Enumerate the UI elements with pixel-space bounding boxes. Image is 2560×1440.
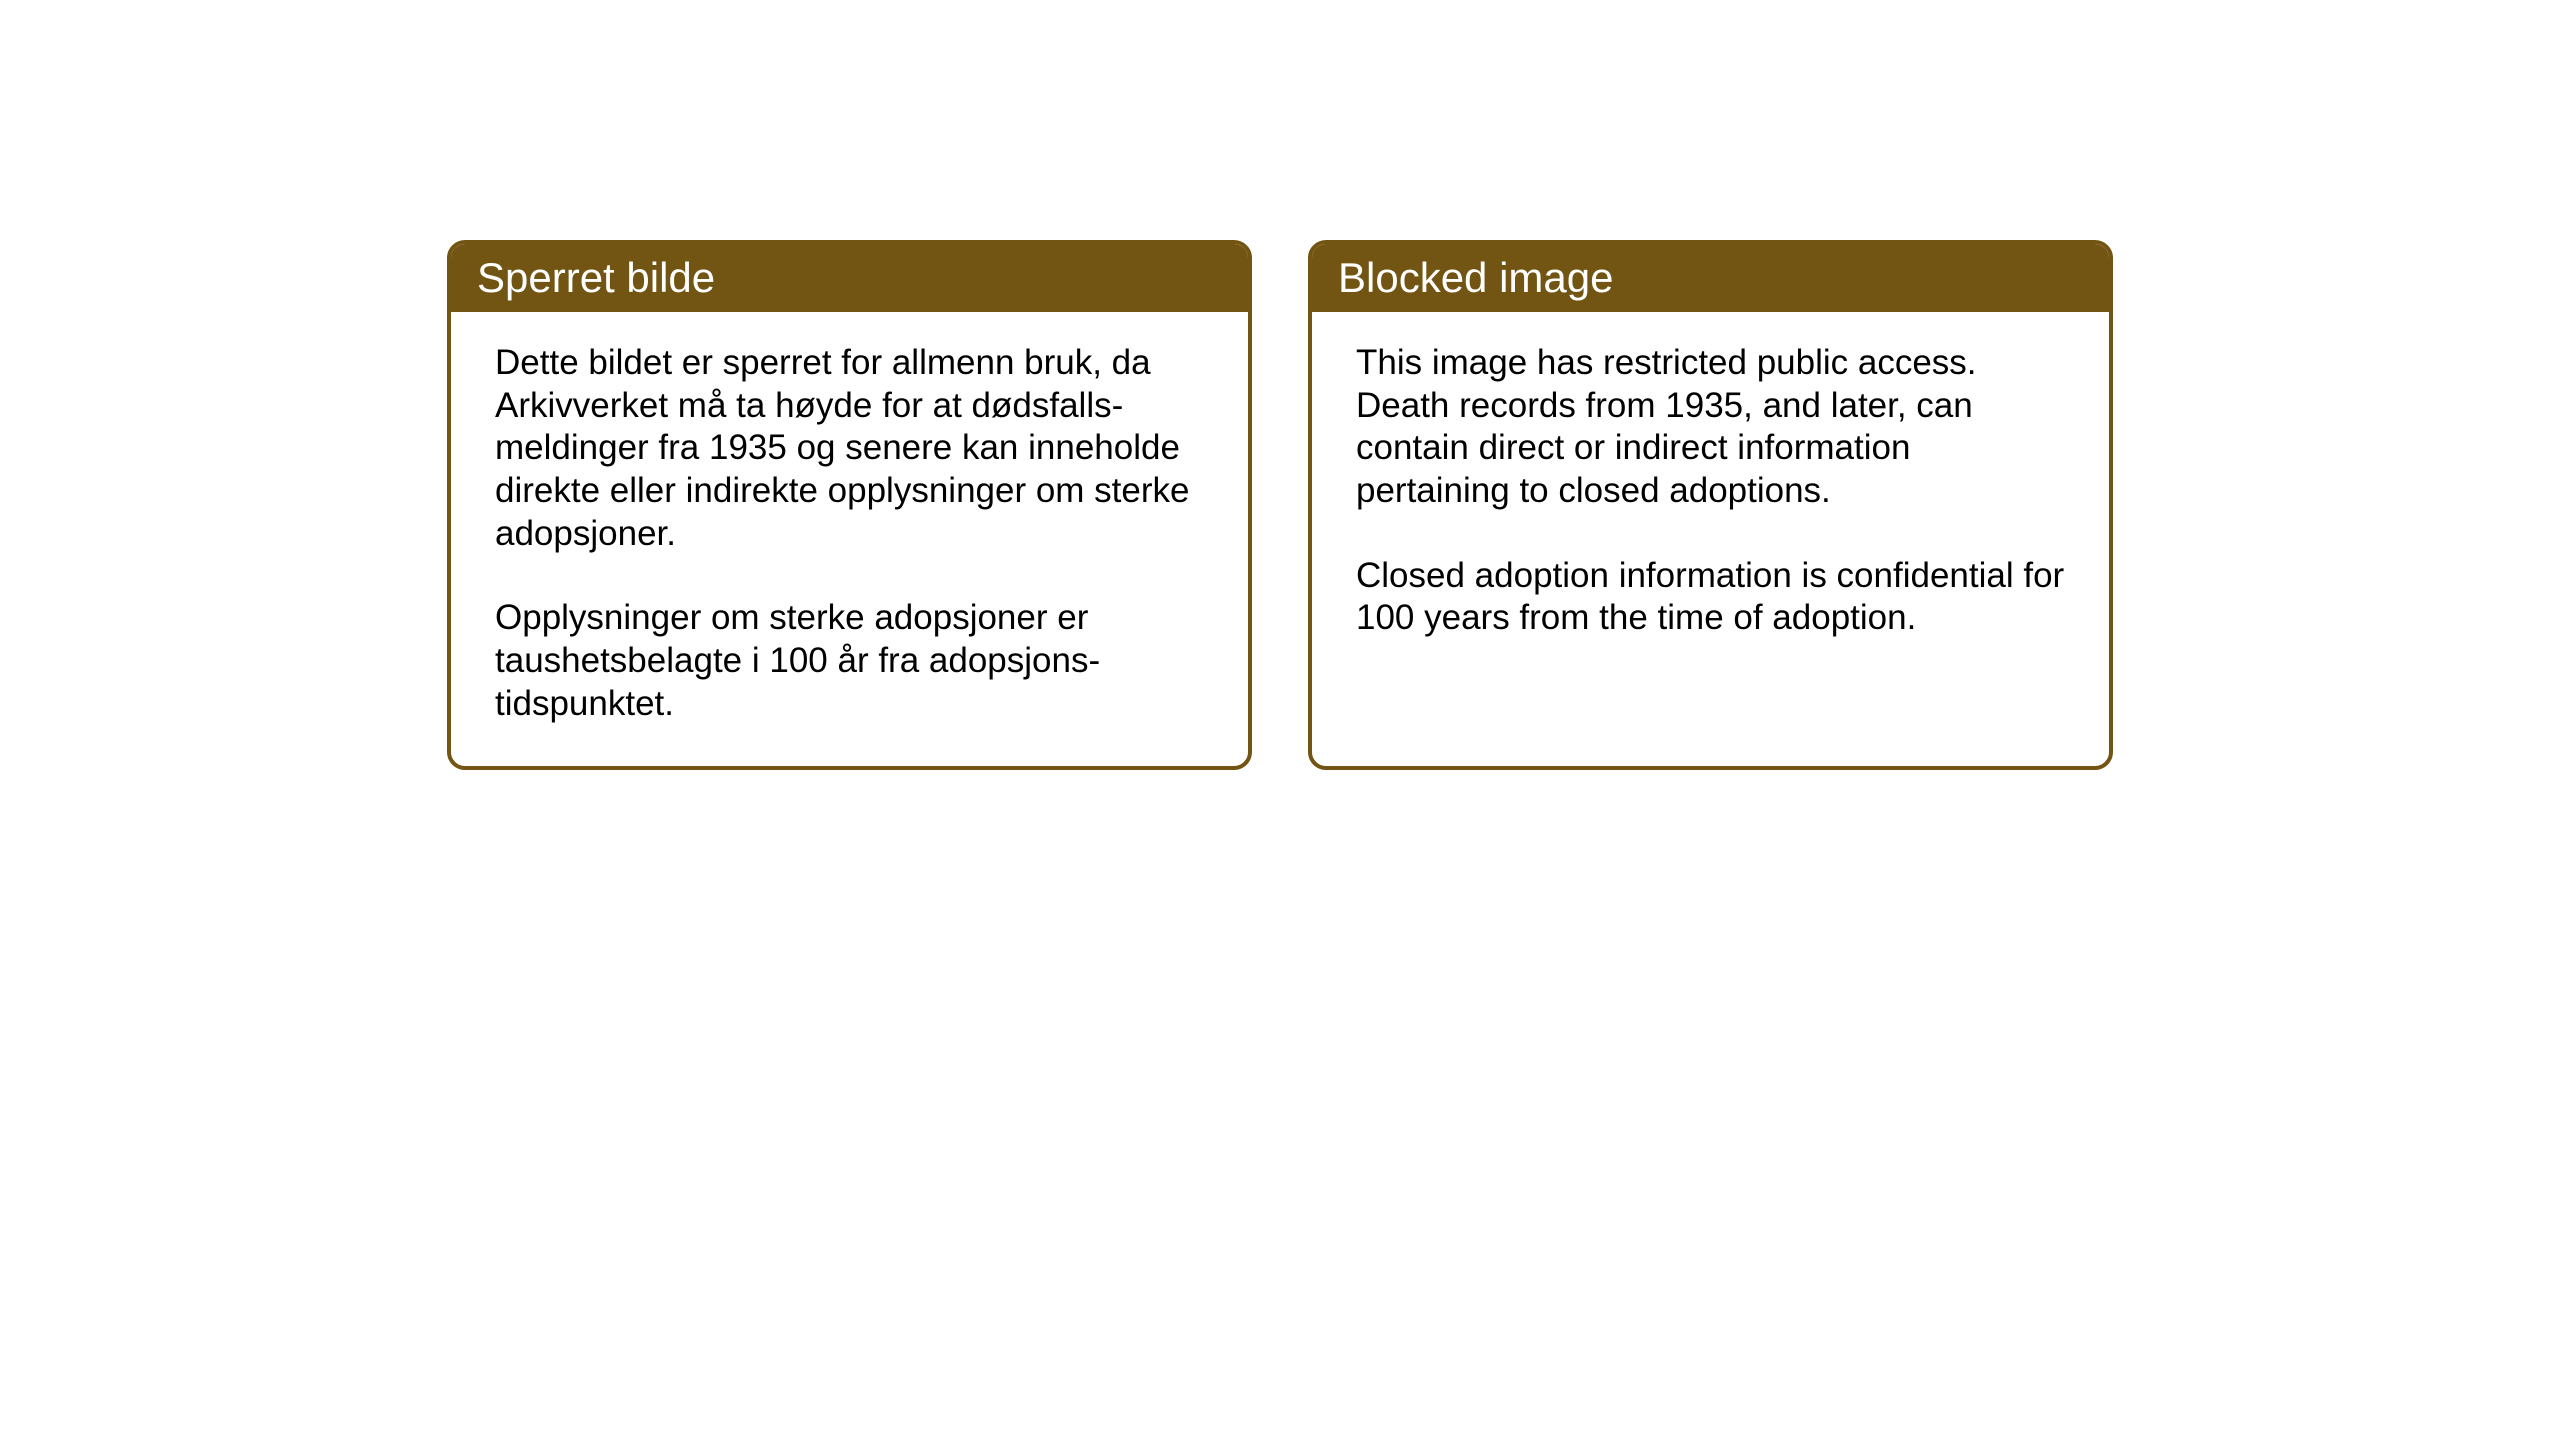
card-body-english: This image has restricted public access.… [1312, 312, 2109, 712]
card-title-english: Blocked image [1338, 254, 1613, 301]
card-header-english: Blocked image [1312, 244, 2109, 312]
english-info-card: Blocked image This image has restricted … [1308, 240, 2113, 770]
card-paragraph-1-norwegian: Dette bildet er sperret for allmenn bruk… [495, 342, 1204, 555]
card-paragraph-1-english: This image has restricted public access.… [1356, 342, 2065, 513]
card-paragraph-2-english: Closed adoption information is confident… [1356, 555, 2065, 640]
card-title-norwegian: Sperret bilde [477, 254, 715, 301]
card-body-norwegian: Dette bildet er sperret for allmenn bruk… [451, 312, 1248, 766]
card-paragraph-2-norwegian: Opplysninger om sterke adopsjoner er tau… [495, 597, 1204, 725]
info-cards-container: Sperret bilde Dette bildet er sperret fo… [447, 240, 2113, 770]
card-header-norwegian: Sperret bilde [451, 244, 1248, 312]
norwegian-info-card: Sperret bilde Dette bildet er sperret fo… [447, 240, 1252, 770]
